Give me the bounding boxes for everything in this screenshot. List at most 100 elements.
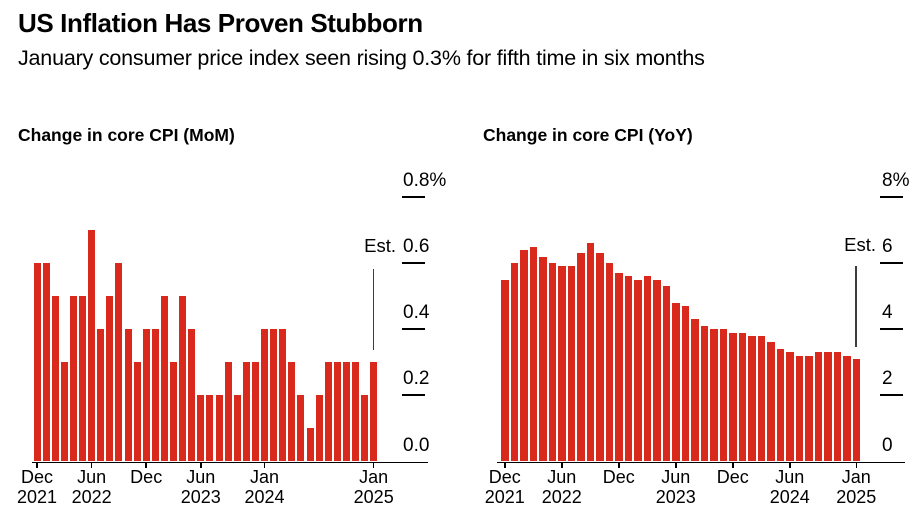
bar-jul-2024 <box>795 355 803 462</box>
bar-jun-2022 <box>558 266 566 462</box>
bar-sep-2022 <box>586 243 594 462</box>
x-tick-mark <box>732 462 734 468</box>
x-tick-mark <box>90 462 93 468</box>
y-tick-label: 0.0 <box>403 434 430 456</box>
bar-aug-2023 <box>691 319 699 462</box>
x-tick-label: Dec <box>130 467 163 487</box>
bar-sep-2022 <box>115 263 123 462</box>
x-tick-label: Jun 2023 <box>180 467 221 507</box>
bar-nov-2023 <box>719 329 727 462</box>
y-tick-mark <box>402 196 425 199</box>
bar-feb-2022 <box>51 296 59 462</box>
bar-may-2024 <box>776 349 784 462</box>
bar-feb-2023 <box>634 279 642 462</box>
y-tick-label: 0 <box>882 434 893 456</box>
bar-oct-2024 <box>824 352 832 462</box>
bar-jan-2024 <box>738 332 746 462</box>
x-tick-label: Dec 2021 <box>16 467 58 507</box>
y-tick-mark <box>880 328 903 331</box>
bar-jan-2024 <box>261 329 268 462</box>
bar-dec-2023 <box>251 362 259 462</box>
y-tick-label: 0.2 <box>403 368 430 390</box>
est-line <box>372 269 375 350</box>
y-tick-label: 8% <box>882 170 910 192</box>
x-tick-mark <box>36 462 38 468</box>
bar-nov-2022 <box>133 362 141 462</box>
bar-dec-2022 <box>615 273 623 462</box>
bar-jan-2025 <box>852 359 860 462</box>
bar-may-2023 <box>188 329 196 462</box>
yoy-chart-title: Change in core CPI (YoY) <box>483 125 693 145</box>
bar-may-2023 <box>662 286 670 462</box>
bar-jul-2023 <box>206 395 214 462</box>
bar-jul-2023 <box>681 306 689 462</box>
bar-apr-2024 <box>767 342 775 462</box>
bar-feb-2024 <box>270 329 278 462</box>
x-axis-line <box>32 461 428 463</box>
bar-jun-2023 <box>672 302 680 462</box>
x-tick-mark <box>372 462 375 468</box>
x-tick-mark <box>504 462 506 468</box>
bar-jul-2024 <box>315 395 323 462</box>
bar-oct-2024 <box>342 362 350 462</box>
bar-oct-2023 <box>710 329 718 462</box>
x-tick-mark <box>145 462 147 468</box>
bar-jun-2024 <box>786 352 794 462</box>
est-label: Est. <box>364 235 396 256</box>
bar-jun-2023 <box>197 395 205 462</box>
bar-aug-2023 <box>215 395 223 462</box>
bar-oct-2023 <box>233 395 241 462</box>
page-subtitle: January consumer price index seen rising… <box>18 46 705 70</box>
x-tick-label: Jan 2024 <box>244 467 285 507</box>
bar-mar-2024 <box>757 335 765 462</box>
y-tick-label: 0.8% <box>403 170 447 192</box>
bar-may-2022 <box>79 296 86 462</box>
x-tick-label: Dec 2021 <box>484 467 525 507</box>
bar-feb-2022 <box>520 249 528 462</box>
x-tick-label: Jan 2025 <box>836 467 877 507</box>
bar-nov-2024 <box>833 352 841 462</box>
y-tick-mark <box>880 196 903 199</box>
bar-nov-2022 <box>605 263 613 462</box>
bar-may-2022 <box>548 263 556 462</box>
y-tick-label: 6 <box>882 236 893 258</box>
bar-jul-2022 <box>567 266 575 462</box>
bar-mar-2023 <box>643 276 651 462</box>
bar-oct-2022 <box>124 329 132 462</box>
bar-jan-2023 <box>624 276 632 462</box>
bar-mar-2022 <box>529 246 537 462</box>
y-tick-mark <box>880 262 903 265</box>
x-tick-label: Jun 2023 <box>655 467 696 507</box>
y-tick-label: 0.4 <box>403 302 430 324</box>
bar-jan-2022 <box>510 263 518 462</box>
x-tick-mark <box>855 462 857 468</box>
x-tick-label: Jun 2022 <box>541 467 582 507</box>
bar-jan-2025 <box>370 362 378 462</box>
x-tick-mark <box>263 462 266 468</box>
est-label: Est. <box>844 234 876 255</box>
bar-mar-2022 <box>60 362 68 462</box>
x-tick-mark <box>789 462 791 468</box>
bar-nov-2023 <box>242 362 250 462</box>
bar-jan-2023 <box>151 329 159 462</box>
bar-apr-2023 <box>653 279 661 462</box>
bar-dec-2024 <box>843 355 851 462</box>
y-tick-mark <box>402 328 425 331</box>
y-tick-mark <box>402 262 425 265</box>
bar-dec-2021 <box>501 279 509 462</box>
bar-feb-2023 <box>160 296 168 462</box>
x-tick-label: Jun 2022 <box>71 467 112 507</box>
x-tick-mark <box>200 462 202 468</box>
bar-apr-2022 <box>539 256 547 462</box>
x-tick-label: Jun 2024 <box>769 467 810 507</box>
bar-sep-2024 <box>333 362 341 462</box>
bar-sep-2023 <box>700 325 708 462</box>
bar-feb-2024 <box>748 335 756 462</box>
bar-jul-2022 <box>97 329 105 462</box>
bar-mar-2023 <box>170 362 177 462</box>
bar-dec-2024 <box>361 395 369 462</box>
bar-jun-2024 <box>306 428 314 462</box>
bar-apr-2022 <box>69 296 77 462</box>
bar-may-2024 <box>297 395 305 462</box>
bar-nov-2024 <box>352 362 359 462</box>
